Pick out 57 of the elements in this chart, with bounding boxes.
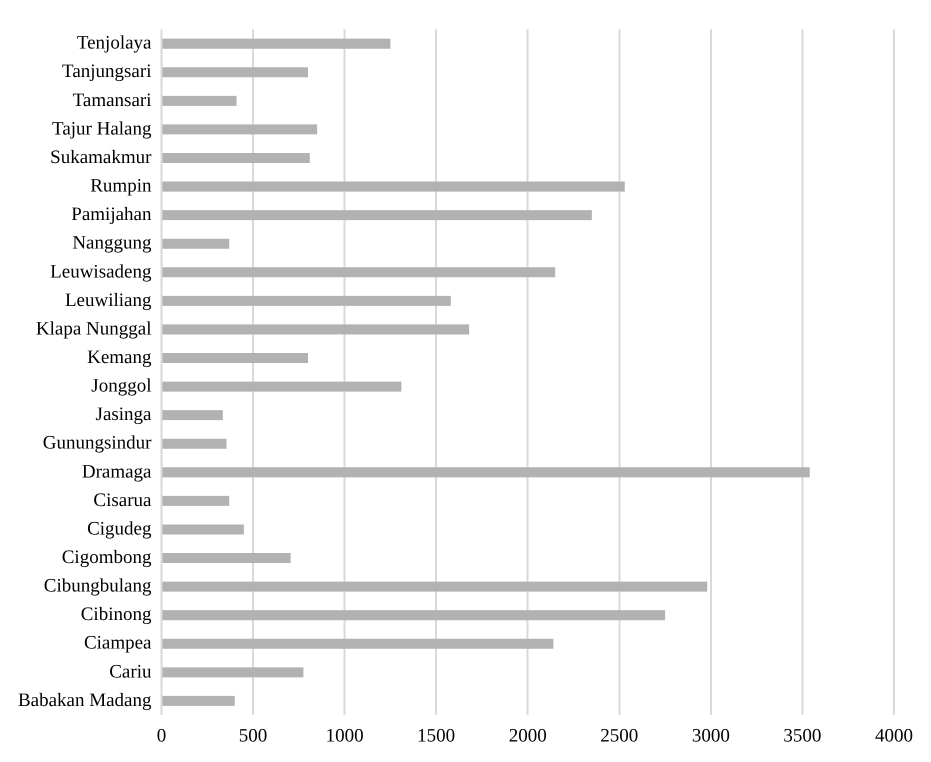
- x-tick-label: 1500: [417, 726, 456, 747]
- bar: [162, 696, 235, 706]
- y-tick-label: Jonggol: [91, 376, 152, 397]
- x-tick-label: 1000: [326, 726, 364, 747]
- y-tick-label: Kemang: [87, 346, 152, 368]
- y-tick-label: Jasinga: [96, 404, 152, 426]
- bar: [162, 382, 402, 392]
- y-tick-label: Cariu: [109, 661, 152, 682]
- x-tick-label: 0: [156, 726, 166, 747]
- y-tick-label: Cigombong: [62, 547, 152, 568]
- bar: [162, 124, 318, 134]
- x-tick-label: 3000: [692, 726, 730, 747]
- bar: [162, 582, 708, 592]
- y-tick-label: Tanjungsari: [62, 61, 152, 82]
- y-tick-label: Pamijahan: [71, 204, 152, 226]
- bar: [162, 38, 390, 49]
- bar: [162, 324, 470, 334]
- y-tick-label: Gunungsindur: [42, 432, 152, 454]
- bar: [162, 610, 666, 620]
- y-tick-label: Cigudeg: [87, 518, 152, 540]
- y-tick-label: Nanggung: [72, 232, 152, 254]
- bar: [162, 296, 451, 306]
- bar: [162, 238, 230, 249]
- bar: [162, 353, 308, 364]
- y-tick-label: Sukamakmur: [50, 146, 152, 168]
- bar: [162, 524, 244, 534]
- bar: [162, 267, 556, 278]
- y-tick-label: Babakan Madang: [18, 690, 152, 711]
- x-tick-label: 500: [238, 726, 268, 747]
- x-tick-label: 4000: [875, 726, 913, 747]
- bar: [162, 467, 810, 478]
- bar: [162, 152, 310, 163]
- bar: [162, 638, 554, 649]
- y-tick-label: Klapa Nunggal: [36, 318, 152, 340]
- bar: [162, 410, 223, 420]
- x-tick-label: 3500: [783, 726, 822, 747]
- bar: [162, 496, 230, 506]
- y-tick-label: Tajur Halang: [52, 118, 152, 140]
- y-tick-label: Leuwiliang: [64, 290, 152, 311]
- bar: [162, 182, 625, 192]
- bar: [162, 96, 237, 106]
- bar: [162, 67, 308, 78]
- bar: [162, 667, 304, 678]
- y-tick-label: Tenjolaya: [76, 32, 152, 54]
- y-tick-label: Dramaga: [82, 461, 152, 482]
- y-tick-label: Tamansari: [72, 90, 152, 111]
- y-tick-label: Ciampea: [84, 632, 152, 654]
- y-tick-label: Cibungbulang: [44, 576, 152, 597]
- x-tick-label: 2000: [508, 726, 547, 747]
- x-tick-label: 2500: [600, 726, 638, 747]
- bar: [162, 210, 592, 220]
- y-tick-label: Leuwisadeng: [50, 261, 152, 282]
- bar: [162, 438, 226, 449]
- y-tick-label: Cibinong: [80, 604, 152, 626]
- y-tick-label: Cisarua: [93, 490, 152, 511]
- bar: [162, 553, 291, 564]
- y-tick-label: Rumpin: [90, 176, 152, 197]
